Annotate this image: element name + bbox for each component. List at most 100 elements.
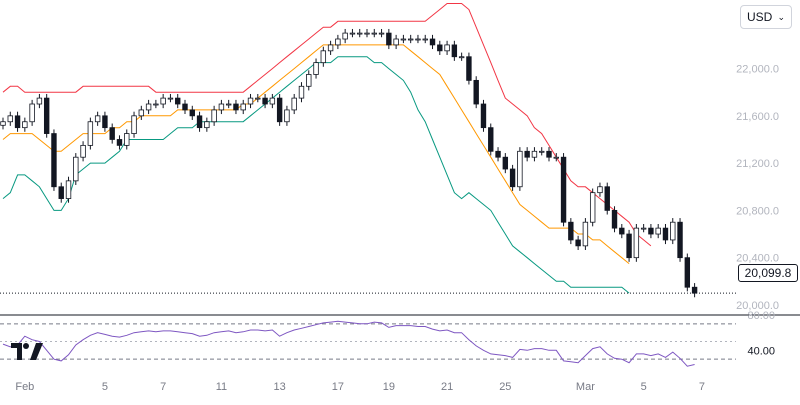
candle-body	[604, 186, 610, 211]
x-tick-label: 21	[441, 381, 453, 393]
candle-body	[495, 150, 501, 158]
candle-body	[167, 97, 174, 100]
candle-body	[357, 32, 363, 35]
candle-body	[589, 192, 596, 223]
candle-body	[517, 150, 523, 188]
candle-body	[626, 233, 632, 259]
candle-body	[539, 150, 545, 153]
candle-body	[488, 127, 494, 152]
candle-body	[429, 38, 436, 46]
candle-body	[182, 103, 188, 111]
candle-body	[386, 32, 392, 46]
candle-body	[306, 74, 312, 87]
y-tick-label: 20,400.0	[736, 253, 779, 265]
candle-body	[400, 38, 407, 41]
candle-body	[619, 227, 625, 235]
candle-body	[371, 32, 377, 35]
candle-body	[553, 156, 559, 159]
bollinger-middle-band	[2, 44, 630, 264]
x-tick-label: 11	[216, 381, 227, 393]
rsi-tick-label: 40.00	[747, 345, 775, 357]
candle-body	[509, 168, 516, 188]
candle-body	[415, 38, 421, 41]
candle-body	[109, 127, 115, 140]
candle-body	[14, 115, 21, 129]
y-tick-label: 22,000.0	[736, 64, 779, 76]
candle-body	[349, 32, 356, 35]
candle-body	[102, 115, 108, 129]
candle-body	[65, 180, 72, 199]
candle-body	[7, 115, 13, 123]
candle-body	[36, 97, 43, 105]
candle-body	[153, 103, 159, 106]
candle-body	[640, 227, 647, 230]
x-tick-label: 5	[641, 381, 647, 393]
candle-body	[335, 38, 341, 46]
candle-body	[80, 144, 86, 158]
candle-body	[575, 239, 581, 247]
candle-body	[524, 150, 530, 158]
candle-body	[73, 156, 79, 182]
candle-body	[677, 221, 683, 259]
candle-body	[684, 257, 691, 288]
candle-body	[662, 227, 669, 241]
tradingview-logo-icon[interactable]	[10, 340, 44, 362]
candle-body	[240, 103, 246, 111]
last-price-badge: 20,099.8	[738, 264, 798, 282]
candle-body	[262, 97, 268, 105]
candle-body	[597, 186, 603, 194]
x-tick-label: 25	[499, 381, 511, 393]
candle-body	[327, 44, 334, 52]
candle-body	[342, 32, 348, 40]
candle-body	[196, 115, 203, 129]
currency-label: USD	[747, 10, 773, 24]
last-price-label: 20,099.8	[744, 266, 792, 280]
candle-body	[407, 38, 414, 41]
candle-body	[175, 97, 181, 105]
candle-body	[211, 109, 217, 123]
candle-body	[670, 221, 676, 241]
bollinger-upper-band	[2, 3, 652, 247]
x-tick-label: 5	[102, 381, 108, 393]
candle-body	[560, 156, 567, 223]
candle-body	[648, 227, 654, 235]
candle-body	[458, 56, 465, 59]
candle-body	[502, 156, 509, 170]
candle-body	[87, 121, 94, 146]
chevron-down-icon[interactable]: ⌄	[777, 11, 785, 22]
candle-body	[0, 121, 6, 126]
candle-body	[204, 121, 210, 129]
candle-body	[145, 103, 152, 111]
candle-body	[611, 209, 618, 229]
candle-body	[218, 103, 225, 111]
candle-body	[43, 97, 50, 134]
candle-body	[313, 62, 319, 75]
candle-body	[255, 97, 261, 100]
candle-body	[320, 50, 327, 64]
bollinger-lower-band	[2, 56, 630, 294]
candle-body	[58, 186, 64, 199]
candle-body	[291, 97, 297, 111]
candle-body	[298, 85, 305, 99]
x-tick-label: 13	[274, 381, 286, 393]
candle-body	[473, 79, 479, 105]
candle-body	[691, 286, 698, 294]
candle-body	[480, 103, 487, 129]
candle-body	[378, 32, 385, 35]
y-tick-label: 21,200.0	[736, 158, 779, 170]
candle-body	[22, 121, 28, 129]
y-tick-label: 20,800.0	[736, 205, 779, 217]
candle-body	[247, 97, 254, 105]
candle-body	[138, 109, 145, 117]
candle-body	[189, 109, 195, 117]
candle-body	[269, 97, 276, 105]
y-tick-label: 20,000.0	[736, 300, 779, 312]
candle-body	[160, 97, 166, 105]
x-tick-label: 19	[383, 381, 395, 393]
currency-select[interactable]: USD ⌄	[740, 5, 792, 29]
candle-body	[233, 103, 239, 111]
candle-body	[444, 44, 450, 52]
candle-body	[225, 103, 232, 106]
